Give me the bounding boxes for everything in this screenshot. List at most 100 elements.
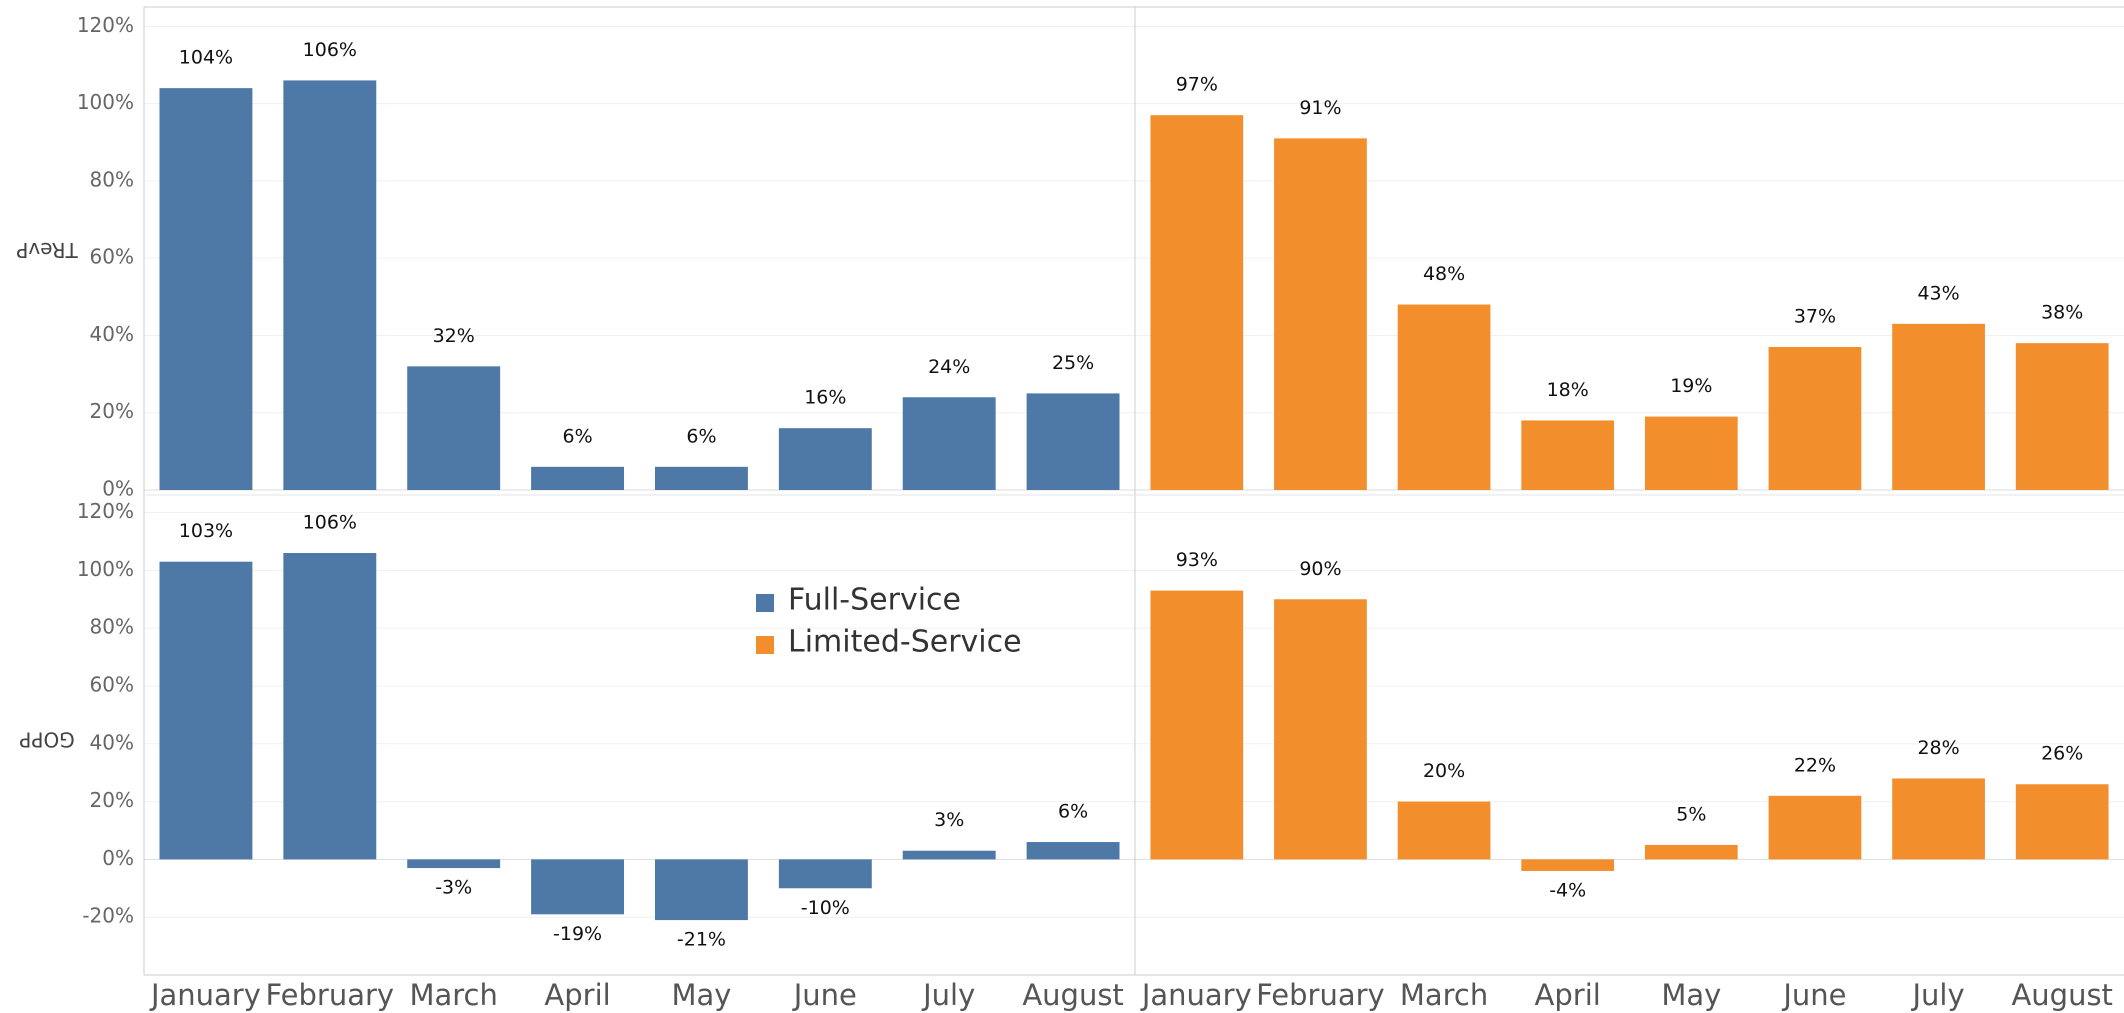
data-label: -19%: [553, 923, 602, 945]
x-tick-label: January: [1140, 978, 1252, 1012]
legend-label: Full-Service: [788, 583, 961, 618]
bar: [1644, 844, 1738, 860]
bar: [1521, 859, 1615, 871]
bar: [159, 561, 253, 860]
bar: [1644, 416, 1738, 490]
y-tick-label: 60%: [90, 672, 134, 696]
bar: [902, 850, 996, 860]
data-label: -10%: [801, 897, 850, 919]
data-label: 6%: [562, 425, 592, 447]
data-label: 106%: [303, 39, 357, 61]
data-label: 43%: [1917, 282, 1959, 304]
y-tick-label: 120%: [77, 13, 134, 37]
x-tick-label: April: [1535, 978, 1601, 1012]
x-tick-label: February: [1256, 978, 1385, 1012]
bar: [407, 859, 501, 869]
data-label: 18%: [1547, 379, 1589, 401]
bar: [1150, 115, 1244, 490]
y-tick-label: -20%: [82, 904, 134, 928]
bar: [283, 80, 377, 490]
bar: [1397, 801, 1491, 860]
data-label: 91%: [1299, 97, 1341, 119]
bar: [531, 859, 625, 915]
data-label: 106%: [303, 512, 357, 534]
bar: [2015, 784, 2109, 860]
y-tick-label: 80%: [90, 167, 134, 191]
data-label: 97%: [1176, 74, 1218, 96]
data-label: 16%: [804, 387, 846, 409]
data-label: 24%: [928, 356, 970, 378]
x-tick-label: August: [1022, 978, 1124, 1012]
axis-label: GOPP: [19, 728, 74, 752]
data-label: 90%: [1299, 558, 1341, 580]
axis-label: TRevP: [16, 238, 78, 262]
bar: [654, 859, 748, 921]
bar: [1768, 347, 1862, 490]
data-label: 19%: [1670, 375, 1712, 397]
data-label: 3%: [934, 809, 964, 831]
bar: [407, 366, 501, 490]
data-label: 6%: [686, 425, 716, 447]
y-tick-label: 20%: [90, 788, 134, 812]
x-tick-label: August: [2011, 978, 2113, 1012]
bar: [902, 397, 996, 490]
data-label: 26%: [2041, 743, 2083, 765]
data-label: 37%: [1794, 306, 1836, 328]
x-tick-label: March: [1400, 978, 1488, 1012]
x-tick-label: July: [921, 978, 975, 1012]
data-label: 93%: [1176, 549, 1218, 571]
bar: [283, 553, 377, 860]
data-label: 32%: [433, 325, 475, 347]
x-tick-label: April: [544, 978, 610, 1012]
data-label: -4%: [1549, 879, 1586, 901]
bar: [531, 466, 625, 490]
y-tick-label: 20%: [90, 399, 134, 423]
legend-label: Limited-Service: [788, 625, 1022, 660]
x-tick-label: June: [792, 978, 857, 1012]
y-tick-label: 0%: [102, 477, 134, 501]
bar: [778, 428, 872, 490]
y-tick-label: 100%: [77, 557, 134, 581]
y-tick-label: 0%: [102, 846, 134, 870]
bar: [778, 859, 872, 889]
y-tick-label: 120%: [77, 499, 134, 523]
legend-swatch: [756, 636, 774, 654]
x-tick-label: May: [1661, 978, 1721, 1012]
bar: [1026, 393, 1120, 490]
y-tick-label: 80%: [90, 615, 134, 639]
bar: [1892, 778, 1985, 860]
bar: [1274, 138, 1367, 490]
legend-swatch: [756, 594, 774, 612]
data-label: 6%: [1058, 801, 1088, 823]
bar: [1521, 420, 1615, 490]
data-label: -3%: [435, 877, 472, 899]
data-label: 28%: [1917, 737, 1959, 759]
data-label: -21%: [677, 929, 726, 951]
x-tick-label: June: [1781, 978, 1846, 1012]
y-tick-label: 60%: [90, 245, 134, 269]
x-tick-label: March: [409, 978, 497, 1012]
y-tick-label: 40%: [90, 322, 134, 346]
bar: [1892, 323, 1985, 490]
bar: [1026, 842, 1120, 860]
x-tick-label: January: [149, 978, 261, 1012]
data-label: 103%: [179, 520, 233, 542]
y-tick-label: 100%: [77, 90, 134, 114]
data-label: 104%: [179, 47, 233, 69]
data-label: 20%: [1423, 760, 1465, 782]
bar: [2015, 343, 2109, 490]
data-label: 48%: [1423, 263, 1465, 285]
bar: [1274, 599, 1367, 860]
x-tick-label: July: [1910, 978, 1964, 1012]
bar: [1768, 795, 1862, 860]
bar: [654, 466, 748, 490]
data-label: 25%: [1052, 352, 1094, 374]
y-tick-label: 40%: [90, 730, 134, 754]
data-label: 38%: [2041, 302, 2083, 324]
bar: [1150, 590, 1244, 860]
x-tick-label: February: [266, 978, 395, 1012]
data-label: 5%: [1676, 803, 1706, 825]
bar: [159, 88, 253, 491]
bar: [1397, 304, 1491, 490]
